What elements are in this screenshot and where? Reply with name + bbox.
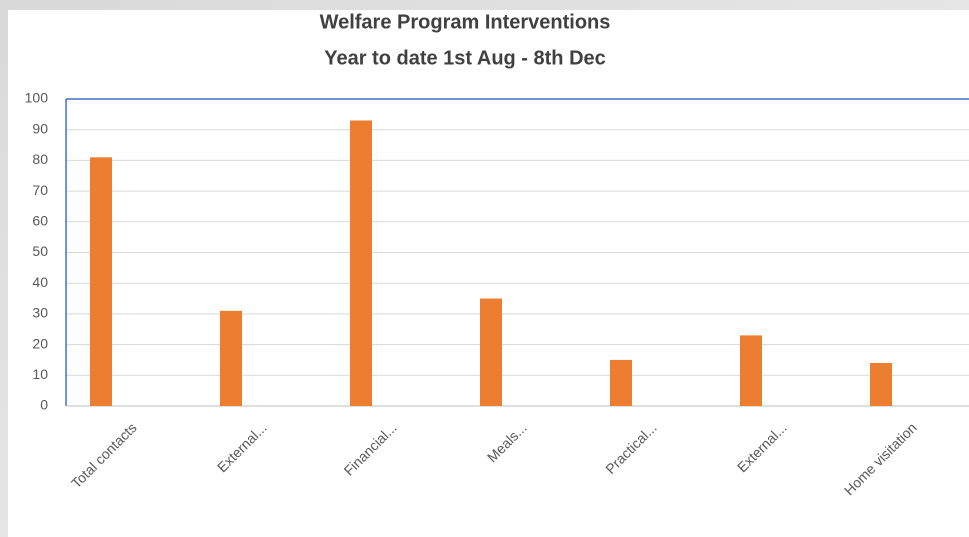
y-tick-label: 100 <box>25 90 49 106</box>
chart-subtitle: Year to date 1st Aug - 8th Dec <box>324 47 606 69</box>
y-tick-label: 80 <box>32 151 48 167</box>
chart-area <box>8 10 969 537</box>
bar <box>740 335 762 406</box>
y-tick-label: 70 <box>32 182 48 198</box>
bar <box>480 298 502 406</box>
y-tick-label: 50 <box>32 243 48 259</box>
bar <box>610 359 632 406</box>
y-tick-label: 20 <box>32 335 48 351</box>
y-tick-label: 40 <box>32 274 48 290</box>
bar <box>90 157 112 406</box>
y-tick-label: 90 <box>32 120 48 136</box>
y-tick-label: 0 <box>40 397 48 413</box>
bar <box>220 310 242 406</box>
y-tick-label: 60 <box>32 213 48 229</box>
bar <box>350 120 372 407</box>
y-tick-label: 10 <box>32 366 48 382</box>
y-tick-label: 30 <box>32 305 48 321</box>
bar <box>870 363 892 406</box>
chart-title: Welfare Program Interventions <box>320 11 611 33</box>
